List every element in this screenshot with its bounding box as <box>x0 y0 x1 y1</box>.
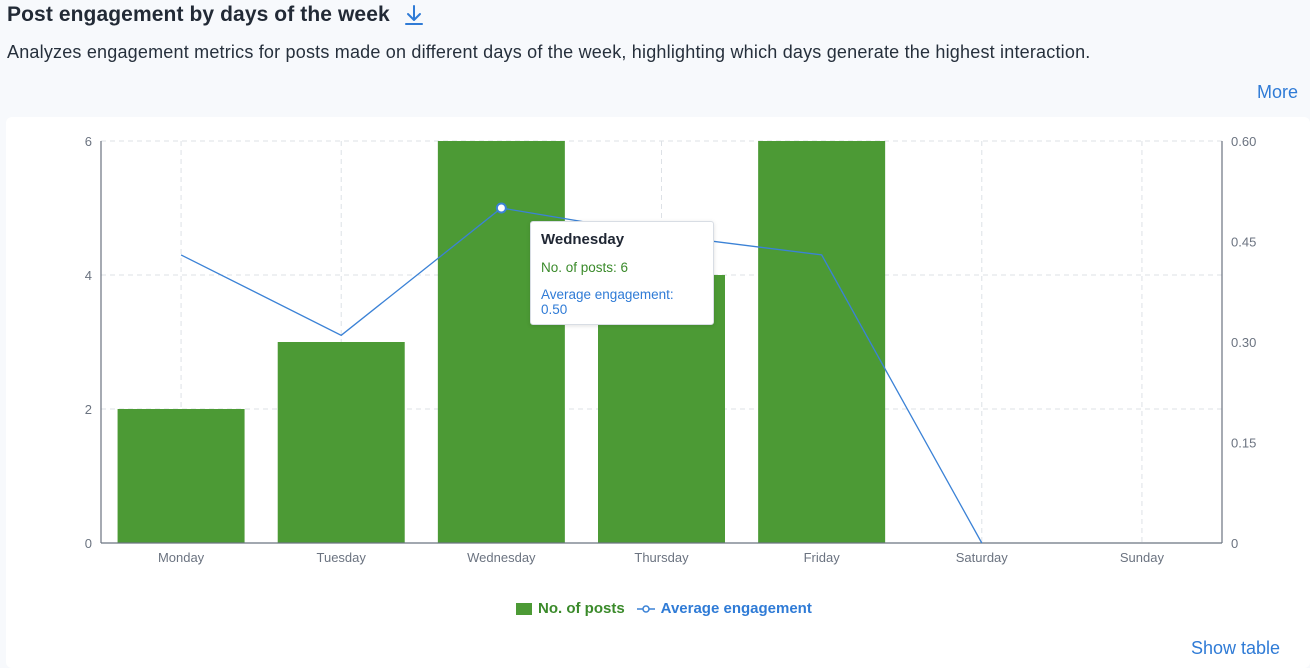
legend-line-marker-icon <box>636 604 655 613</box>
y-right-tick-label: 0.60 <box>1231 134 1256 149</box>
x-tick-label: Tuesday <box>317 550 367 565</box>
bar-wednesday <box>437 141 565 543</box>
y-left-tick-label: 4 <box>85 268 92 283</box>
x-tick-label: Saturday <box>956 550 1009 565</box>
y-right-tick-label: 0.15 <box>1231 436 1256 451</box>
chart-legend: No. of posts Average engagement <box>516 600 812 617</box>
y-right-tick-label: 0.30 <box>1231 335 1256 350</box>
chart-card: 0 2 4 6 0 0.15 0.30 0.45 0.60 Monday Tuesday Wednes… <box>6 117 1310 668</box>
tooltip-engagement-row: Average engagement: 0.50 <box>541 287 674 317</box>
x-tick-label: Sunday <box>1120 550 1165 565</box>
more-link[interactable]: More <box>1256 82 1298 102</box>
y-left-tick-label: 0 <box>85 536 92 551</box>
legend-item-engagement[interactable]: Average engagement <box>636 600 812 617</box>
x-tick-label: Friday <box>804 550 841 565</box>
x-tick-label: Thursday <box>634 550 689 565</box>
x-tick-label: Monday <box>158 550 205 565</box>
bar-friday <box>758 141 886 543</box>
chart-header: Post engagement by days of the week <box>7 0 426 30</box>
legend-posts-label: No. of posts <box>538 600 625 617</box>
bar-tuesday <box>277 342 405 543</box>
legend-item-posts[interactable]: No. of posts <box>516 600 625 617</box>
line-point-highlighted <box>495 202 507 214</box>
chart-svg: 0 2 4 6 0 0.15 0.30 0.45 0.60 Monday Tuesday Wednes… <box>85 134 1257 565</box>
x-tick-label: Wednesday <box>467 550 536 565</box>
show-table-link[interactable]: Show table <box>1190 638 1280 658</box>
y-right-tick-label: 0 <box>1231 536 1238 551</box>
y-left-tick-label: 2 <box>85 402 92 417</box>
legend-engagement-label: Average engagement <box>660 600 812 617</box>
tooltip-posts-row: No. of posts: 6 <box>541 260 629 275</box>
chart-tooltip: Wednesday No. of posts: 6 Average engage… <box>530 221 714 325</box>
tooltip-title: Wednesday <box>541 231 625 248</box>
page-title: Post engagement by days of the week <box>7 3 390 26</box>
chart-description: Analyzes engagement metrics for posts ma… <box>7 42 1091 62</box>
y-right-tick-label: 0.45 <box>1231 235 1256 250</box>
download-icon[interactable] <box>402 3 426 27</box>
y-left-tick-label: 6 <box>85 134 92 149</box>
bar-monday <box>117 409 245 543</box>
legend-bar-swatch <box>516 602 532 615</box>
